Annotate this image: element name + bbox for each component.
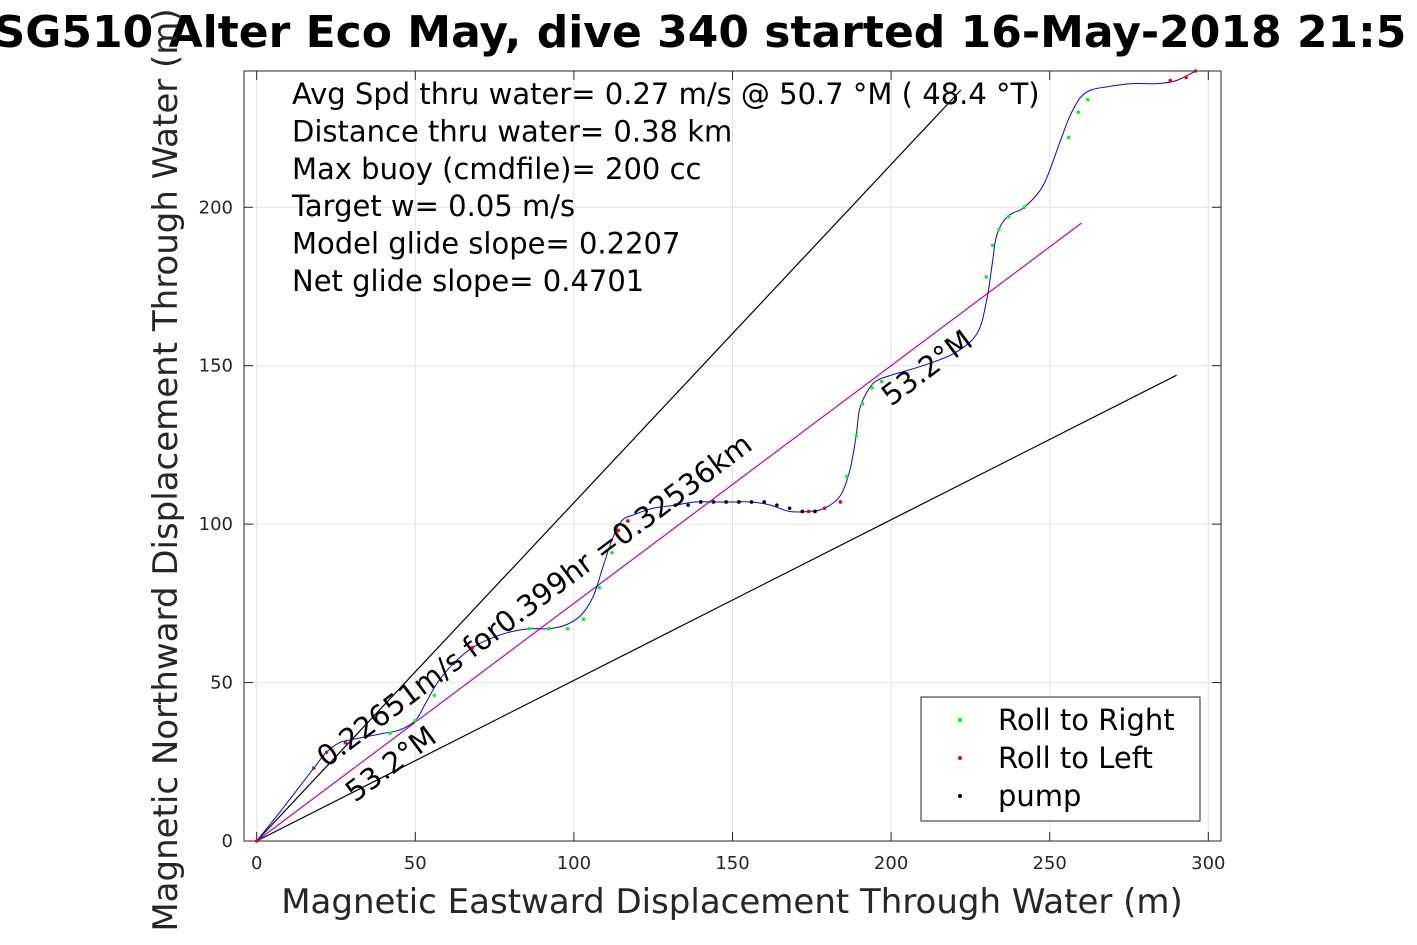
x-tick-label: 200	[874, 853, 908, 874]
series-layer	[256, 70, 1196, 842]
pump-marker	[775, 503, 779, 507]
x-tick-label: 300	[1191, 853, 1225, 874]
pump-marker	[711, 500, 716, 504]
stats-line: Distance thru water= 0.38 km	[292, 114, 732, 148]
roll-to-right-marker	[432, 693, 437, 698]
reference-line-2	[256, 374, 1177, 842]
pump-marker	[737, 500, 741, 504]
roll-to-left-marker	[838, 500, 843, 504]
roll-to-right-marker	[997, 227, 1001, 232]
y-tick-label: 100	[199, 514, 233, 535]
roll-to-left-marker	[254, 839, 259, 843]
reference-line-3	[256, 222, 1082, 842]
roll-to-left-marker	[1184, 75, 1188, 80]
roll-to-left-marker	[343, 740, 348, 745]
roll-to-right-marker	[1085, 97, 1090, 102]
roll-to-right-marker	[1066, 135, 1071, 140]
roll-to-right-marker	[990, 243, 995, 248]
y-tick-label: 200	[199, 197, 233, 218]
pump-marker	[673, 503, 678, 507]
y-tick-label: 150	[199, 356, 233, 377]
y-axis-label: Magnetic Northward Displacement Through …	[146, 8, 186, 931]
annotation-2: 53.2°M	[875, 323, 979, 413]
legend-label: pump	[998, 779, 1081, 813]
legend-marker	[958, 718, 962, 722]
legend-label: Roll to Left	[998, 741, 1153, 775]
pump-marker	[800, 509, 805, 514]
roll-to-right-marker	[565, 626, 570, 631]
stats-line: Avg Spd thru water= 0.27 m/s @ 50.7 °M (…	[292, 77, 1040, 111]
roll-to-right-marker	[581, 617, 586, 621]
axis-ticks: 0 50 100 150 200 250 300 0 50 100 150 200	[199, 71, 1225, 874]
legend-marker	[958, 794, 962, 798]
pump-marker	[787, 506, 792, 511]
legend: Roll to Right Roll to Left pump	[920, 696, 1201, 822]
roll-to-right-marker	[527, 626, 532, 631]
annotation-1: 0.22651m/s for0.399hr =0.32536km	[310, 427, 758, 774]
y-tick-label: 50	[210, 673, 233, 694]
x-tick-label: 150	[715, 853, 749, 874]
pump-marker	[749, 500, 754, 504]
roll-to-left-marker	[1193, 69, 1198, 73]
roll-to-left-marker	[324, 750, 329, 755]
roll-to-right-marker	[870, 386, 874, 390]
stats-line: Max buoy (cmdfile)= 200 cc	[292, 152, 701, 186]
stats-block: Avg Spd thru water= 0.27 m/s @ 50.7 °M (…	[291, 77, 1040, 298]
pump-marker	[686, 503, 690, 507]
roll-to-right-marker	[546, 626, 551, 631]
y-tick-label: 0	[222, 831, 233, 852]
reference-lines	[256, 89, 1177, 842]
roll-to-right-marker	[610, 550, 614, 555]
roll-to-right-marker	[413, 718, 418, 723]
chart-title: SG510 Alter Eco May, dive 340 started 16…	[0, 7, 1406, 58]
x-tick-label: 50	[404, 853, 427, 874]
roll-to-left-marker	[311, 766, 316, 770]
pump-marker	[813, 509, 817, 514]
roll-to-right-marker	[388, 731, 392, 736]
grid-lines	[244, 71, 1221, 842]
roll-to-right-marker	[854, 433, 859, 438]
roll-to-left-marker	[470, 645, 475, 650]
track-line	[256, 70, 1196, 842]
roll-to-left-marker	[1168, 78, 1173, 83]
roll-to-right-marker	[1006, 214, 1011, 219]
legend-marker	[958, 756, 962, 760]
roll-to-left-marker	[616, 528, 621, 533]
x-tick-label: 0	[251, 853, 262, 874]
legend-label: Roll to Right	[998, 703, 1175, 737]
reference-line-1	[256, 89, 962, 842]
roll-to-right-marker	[860, 401, 865, 406]
roll-to-right-marker	[597, 585, 602, 590]
x-tick-label: 250	[1033, 853, 1067, 874]
roll-to-right-marker	[1022, 205, 1027, 210]
roll-to-left-marker	[806, 509, 811, 514]
pump-marker	[724, 500, 728, 504]
marker-layer	[254, 69, 1198, 843]
legend-box	[920, 696, 1201, 822]
roll-to-right-marker	[984, 275, 989, 279]
annotations: 0.22651m/s for0.399hr =0.32536km53.2°M53…	[310, 323, 978, 809]
stats-line: Model glide slope= 0.2207	[292, 227, 680, 261]
roll-to-right-marker	[1076, 110, 1081, 114]
x-axis-label: Magnetic Eastward Displacement Through W…	[281, 882, 1183, 922]
pump-marker	[698, 500, 703, 504]
roll-to-right-marker	[879, 379, 884, 384]
stats-line: Net glide slope= 0.4701	[292, 264, 644, 298]
roll-to-left-marker	[626, 519, 630, 523]
pump-marker	[762, 500, 767, 504]
roll-to-left-marker	[822, 506, 827, 511]
x-tick-label: 100	[557, 853, 591, 874]
roll-to-left-marker	[451, 661, 456, 666]
stats-line: Target w= 0.05 m/s	[291, 189, 575, 223]
roll-to-right-marker	[844, 474, 849, 479]
